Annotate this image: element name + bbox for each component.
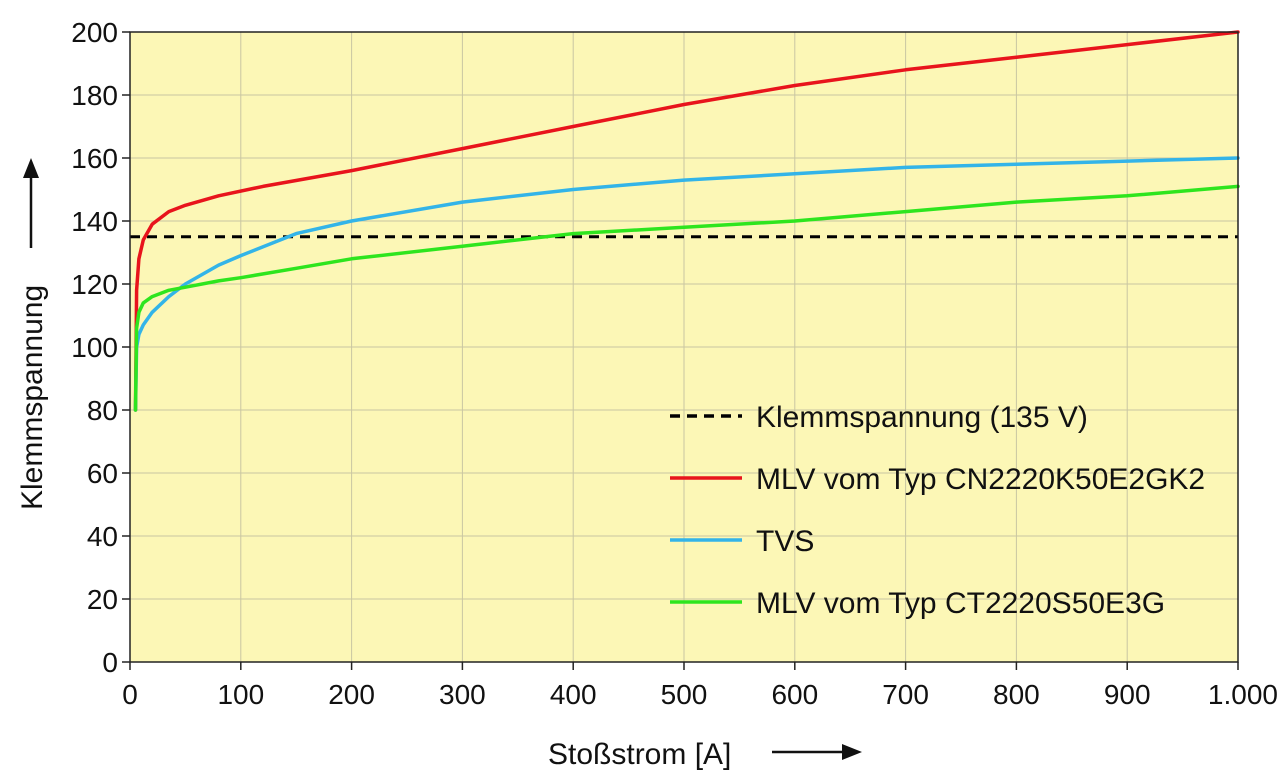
legend-label-1: MLV vom Typ CN2220K50E2GK2 xyxy=(756,463,1205,496)
legend-label-0: Klemmspannung (135 V) xyxy=(756,401,1088,434)
y-tick-label-60: 60 xyxy=(87,458,118,489)
axis-ticks xyxy=(122,31,1239,670)
x-tick-label-200: 200 xyxy=(328,679,375,710)
tick-labels: 0 100 200 300 400 500 600 700 800 900 1.000 0 20 40 60… xyxy=(71,17,1278,710)
series-layer xyxy=(133,30,1240,412)
y-axis-title: Klemmspannung xyxy=(16,158,49,510)
x-tick-label-700: 700 xyxy=(882,679,929,710)
series-line-0 xyxy=(133,30,1240,412)
legend-label-2: TVS xyxy=(756,525,814,558)
y-tick-label-120: 120 xyxy=(71,269,118,300)
y-axis-arrow-head xyxy=(23,158,39,178)
x-tick-label-800: 800 xyxy=(993,679,1040,710)
y-tick-label-100: 100 xyxy=(71,332,118,363)
x-tick-label-300: 300 xyxy=(439,679,486,710)
x-axis-arrow-head xyxy=(842,744,862,760)
x-tick-label-100: 100 xyxy=(217,679,264,710)
series-line-1 xyxy=(133,156,1240,412)
legend: Klemmspannung (135 V) MLV vom Typ CN2220K… xyxy=(670,401,1205,620)
y-tick-label-20: 20 xyxy=(87,584,118,615)
y-tick-label-200: 200 xyxy=(71,17,118,48)
y-axis-label: Klemmspannung xyxy=(16,285,49,510)
x-axis-title: Stoßstrom [A] xyxy=(548,738,862,771)
y-tick-label-140: 140 xyxy=(71,206,118,237)
y-tick-label-80: 80 xyxy=(87,395,118,426)
y-tick-label-0: 0 xyxy=(102,647,118,678)
y-tick-label-40: 40 xyxy=(87,521,118,552)
x-tick-label-600: 600 xyxy=(771,679,818,710)
x-tick-label-400: 400 xyxy=(550,679,597,710)
y-tick-label-180: 180 xyxy=(71,80,118,111)
x-tick-label-0: 0 xyxy=(122,679,138,710)
x-axis-label: Stoßstrom [A] xyxy=(548,738,731,771)
x-tick-label-500: 500 xyxy=(661,679,708,710)
x-tick-label-900: 900 xyxy=(1104,679,1151,710)
y-tick-label-160: 160 xyxy=(71,143,118,174)
legend-label-3: MLV vom Typ CT2220S50E3G xyxy=(756,587,1165,620)
series-line-2 xyxy=(133,184,1240,412)
x-tick-label-1000: 1.000 xyxy=(1208,679,1278,710)
